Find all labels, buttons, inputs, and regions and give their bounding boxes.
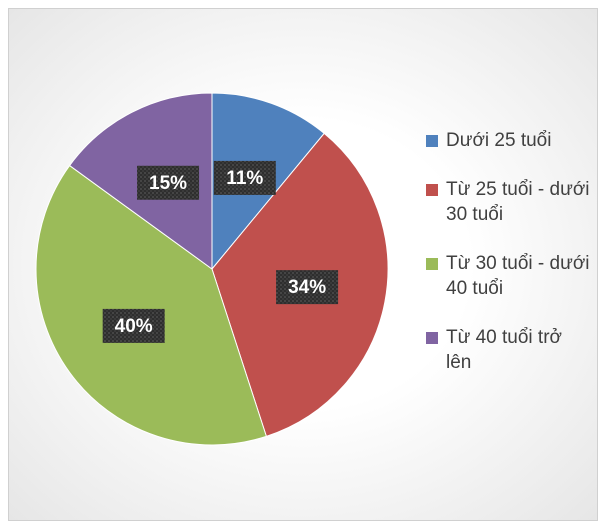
data-label-box: [213, 160, 276, 195]
legend-label: Từ 40 tuổi trở lên: [446, 327, 562, 373]
data-label-box: [276, 270, 339, 305]
legend-item: Từ 30 tuổi - dưới 40 tuổi: [426, 251, 591, 301]
data-label-box: [102, 308, 165, 343]
pie-slice: [35, 164, 268, 446]
legend-item: Từ 40 tuổi trở lên: [426, 325, 591, 375]
data-label: 40%: [115, 316, 153, 337]
data-label: 15%: [149, 173, 187, 194]
legend-swatch: [426, 332, 438, 344]
legend: Dưới 25 tuổi Từ 25 tuổi - dưới 30 tuổi Từ …: [426, 128, 591, 399]
legend-item: Từ 25 tuổi - dưới 30 tuổi: [426, 177, 591, 227]
legend-item: Dưới 25 tuổi: [426, 128, 591, 153]
data-label: 11%: [226, 168, 263, 189]
legend-label: Từ 25 tuổi - dưới 30 tuổi: [446, 179, 590, 225]
legend-label: Dưới 25 tuổi: [446, 130, 552, 151]
legend-label: Từ 30 tuổi - dưới 40 tuổi: [446, 253, 590, 299]
data-label: 34%: [288, 277, 326, 298]
data-label-box: [137, 165, 200, 200]
legend-swatch: [426, 258, 438, 270]
legend-swatch: [426, 135, 438, 147]
legend-swatch: [426, 184, 438, 196]
